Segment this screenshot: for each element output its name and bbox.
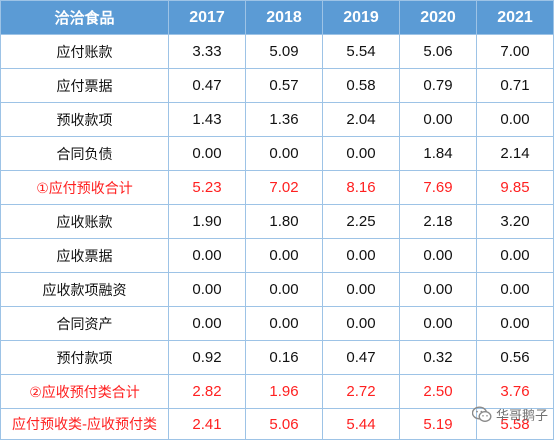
table-cell: 5.19 xyxy=(399,408,477,440)
table-cell: 0.00 xyxy=(476,238,554,273)
table-cell: 0.58 xyxy=(322,68,400,103)
table-cell: 2.41 xyxy=(168,408,246,440)
table-cell: 5.09 xyxy=(245,34,323,69)
table-cell: 1.84 xyxy=(399,136,477,171)
table-row: 应付账款 3.33 5.09 5.54 5.06 7.00 xyxy=(0,34,554,69)
wechat-icon xyxy=(471,406,492,423)
table-cell: 0.00 xyxy=(245,272,323,307)
table-cell: 0.57 xyxy=(245,68,323,103)
table-cell: 0.92 xyxy=(168,340,246,375)
row-label: ①应付预收合计 xyxy=(0,170,169,205)
row-label: 预付款项 xyxy=(0,340,169,375)
table-cell: 0.56 xyxy=(476,340,554,375)
table-cell: 0.00 xyxy=(399,306,477,341)
table-cell: 0.00 xyxy=(322,136,400,171)
table-cell: 8.16 xyxy=(322,170,400,205)
table-cell: 0.00 xyxy=(322,272,400,307)
table-row: 应收款项融资 0.00 0.00 0.00 0.00 0.00 xyxy=(0,272,554,307)
header-company: 洽洽食品 xyxy=(0,0,169,35)
table-cell: 5.44 xyxy=(322,408,400,440)
table-cell: 0.00 xyxy=(245,306,323,341)
table-cell: 0.32 xyxy=(399,340,477,375)
table-body: 应付账款 3.33 5.09 5.54 5.06 7.00 应付票据 0.47 0.57 0.58… xyxy=(0,34,554,440)
header-year: 2021 xyxy=(476,0,554,35)
table-cell: 0.00 xyxy=(399,272,477,307)
table-row-total: ①应付预收合计 5.23 7.02 8.16 7.69 9.85 xyxy=(0,170,554,205)
table-row: 应付票据 0.47 0.57 0.58 0.79 0.71 xyxy=(0,68,554,103)
table-cell: 5.06 xyxy=(399,34,477,69)
row-label: 应收票据 xyxy=(0,238,169,273)
table-cell: 2.82 xyxy=(168,374,246,409)
row-label: 合同资产 xyxy=(0,306,169,341)
table-cell: 0.79 xyxy=(399,68,477,103)
table-cell: 0.00 xyxy=(245,238,323,273)
table-cell: 0.00 xyxy=(399,102,477,137)
table-row: 应收票据 0.00 0.00 0.00 0.00 0.00 xyxy=(0,238,554,273)
row-label: 应收款项融资 xyxy=(0,272,169,307)
table-row: 合同负债 0.00 0.00 0.00 1.84 2.14 xyxy=(0,136,554,171)
table-cell: 0.00 xyxy=(168,238,246,273)
table-row-total: 应付预收类-应收预付类 2.41 5.06 5.44 5.19 5.58 xyxy=(0,408,554,440)
watermark-text: 华哥鹅子 xyxy=(495,409,548,424)
table-cell: 2.04 xyxy=(322,102,400,137)
table-cell: 0.00 xyxy=(245,136,323,171)
table-cell: 1.36 xyxy=(245,102,323,137)
row-label: 预收款项 xyxy=(0,102,169,137)
table-cell: 0.00 xyxy=(476,102,554,137)
table-cell: 2.72 xyxy=(322,374,400,409)
table-cell: 9.85 xyxy=(476,170,554,205)
table-cell: 7.02 xyxy=(245,170,323,205)
table-cell: 2.18 xyxy=(399,204,477,239)
row-label: 应付账款 xyxy=(0,34,169,69)
header-row: 洽洽食品 2017 2018 2019 2020 2021 xyxy=(0,0,554,35)
table-cell: 0.00 xyxy=(399,238,477,273)
row-label: ②应收预付类合计 xyxy=(0,374,169,409)
table-cell: 7.00 xyxy=(476,34,554,69)
header-year: 2017 xyxy=(168,0,246,35)
table-cell: 3.33 xyxy=(168,34,246,69)
table-cell: 2.50 xyxy=(399,374,477,409)
table-row: 应收账款 1.90 1.80 2.25 2.18 3.20 xyxy=(0,204,554,239)
table-cell: 0.00 xyxy=(322,238,400,273)
table-cell: 5.06 xyxy=(245,408,323,440)
table-row: 预收款项 1.43 1.36 2.04 0.00 0.00 xyxy=(0,102,554,137)
table-cell: 0.00 xyxy=(476,272,554,307)
table-cell: 0.00 xyxy=(168,306,246,341)
row-label: 应付票据 xyxy=(0,68,169,103)
table-row-total: ②应收预付类合计 2.82 1.96 2.72 2.50 3.76 xyxy=(0,374,554,409)
table-cell: 1.43 xyxy=(168,102,246,137)
table-cell: 0.71 xyxy=(476,68,554,103)
table-cell: 0.00 xyxy=(322,306,400,341)
table-cell: 2.14 xyxy=(476,136,554,171)
table-cell: 0.00 xyxy=(168,136,246,171)
table-cell: 3.20 xyxy=(476,204,554,239)
table-cell: 7.69 xyxy=(399,170,477,205)
table-cell: 0.47 xyxy=(168,68,246,103)
row-label: 应收账款 xyxy=(0,204,169,239)
header-year: 2019 xyxy=(322,0,400,35)
watermark: 华哥鹅子 xyxy=(471,405,548,424)
table-cell: 5.54 xyxy=(322,34,400,69)
table-cell: 3.76 xyxy=(476,374,554,409)
header-year: 2018 xyxy=(245,0,323,35)
table-cell: 5.23 xyxy=(168,170,246,205)
table-cell: 0.16 xyxy=(245,340,323,375)
table-cell: 1.80 xyxy=(245,204,323,239)
table-cell: 0.00 xyxy=(476,306,554,341)
table-row: 预付款项 0.92 0.16 0.47 0.32 0.56 xyxy=(0,340,554,375)
table-cell: 0.00 xyxy=(168,272,246,307)
table-cell: 1.90 xyxy=(168,204,246,239)
table-cell: 2.25 xyxy=(322,204,400,239)
row-label: 合同负债 xyxy=(0,136,169,171)
table-row: 合同资产 0.00 0.00 0.00 0.00 0.00 xyxy=(0,306,554,341)
table-cell: 0.47 xyxy=(322,340,400,375)
table-cell: 1.96 xyxy=(245,374,323,409)
header-year: 2020 xyxy=(399,0,477,35)
row-label: 应付预收类-应收预付类 xyxy=(0,408,169,440)
